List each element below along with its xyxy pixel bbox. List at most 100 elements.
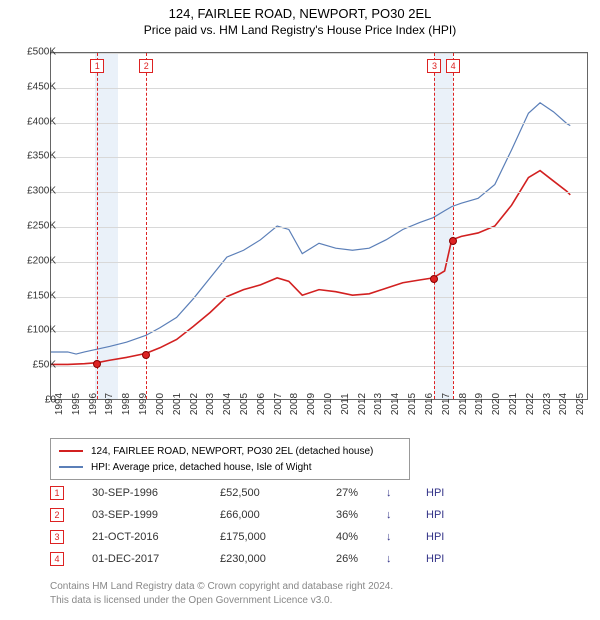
series-hpi — [51, 103, 570, 354]
reference-line — [434, 53, 435, 399]
x-axis-label: 2013 — [373, 393, 384, 415]
reference-line — [146, 53, 147, 399]
x-axis-label: 2005 — [239, 393, 250, 415]
x-axis-label: 2016 — [424, 393, 435, 415]
x-axis-label: 2000 — [155, 393, 166, 415]
sales-hpi-label: HPI — [426, 553, 450, 565]
reference-line — [97, 53, 98, 399]
y-axis-label: £100K — [27, 325, 56, 336]
sales-num: 1 — [50, 486, 64, 500]
down-arrow-icon: ↓ — [386, 553, 398, 565]
x-axis-label: 2018 — [458, 393, 469, 415]
gridline — [51, 366, 587, 367]
series-property — [51, 171, 570, 365]
x-axis-label: 2021 — [508, 393, 519, 415]
sales-num: 3 — [50, 530, 64, 544]
gridline — [51, 123, 587, 124]
x-axis-label: 1996 — [88, 393, 99, 415]
x-axis-label: 2024 — [558, 393, 569, 415]
down-arrow-icon: ↓ — [386, 487, 398, 499]
sales-hpi-label: HPI — [426, 531, 450, 543]
legend-row: HPI: Average price, detached house, Isle… — [59, 459, 401, 475]
x-axis-label: 2003 — [205, 393, 216, 415]
sales-hpi-label: HPI — [426, 487, 450, 499]
chart-plot-area: 1234 — [50, 52, 588, 400]
x-axis-label: 1997 — [104, 393, 115, 415]
x-axis-label: 2023 — [542, 393, 553, 415]
x-axis-label: 2022 — [525, 393, 536, 415]
reference-marker: 2 — [139, 59, 153, 73]
sales-date: 21-OCT-2016 — [92, 531, 192, 543]
x-axis-label: 2010 — [323, 393, 334, 415]
x-axis-label: 2007 — [273, 393, 284, 415]
x-axis-label: 1999 — [138, 393, 149, 415]
sales-pct: 40% — [318, 531, 358, 543]
gridline — [51, 227, 587, 228]
sales-row: 4 01-DEC-2017 £230,000 26% ↓ HPI — [50, 548, 450, 570]
y-axis-label: £200K — [27, 255, 56, 266]
x-axis-label: 2014 — [390, 393, 401, 415]
sales-date: 30-SEP-1996 — [92, 487, 192, 499]
y-axis-label: £500K — [27, 47, 56, 58]
x-axis-label: 2025 — [575, 393, 586, 415]
chart-title-line1: 124, FAIRLEE ROAD, NEWPORT, PO30 2EL — [0, 6, 600, 21]
legend-text: HPI: Average price, detached house, Isle… — [91, 462, 312, 473]
sales-price: £66,000 — [220, 509, 290, 521]
sales-hpi-label: HPI — [426, 509, 450, 521]
reference-marker: 4 — [446, 59, 460, 73]
sales-table: 130-SEP-1996£52,50027%↓HPI203-SEP-1999£6… — [50, 482, 450, 570]
attribution-line2: This data is licensed under the Open Gov… — [50, 594, 393, 608]
down-arrow-icon: ↓ — [386, 531, 398, 543]
sales-price: £230,000 — [220, 553, 290, 565]
x-axis-label: 2017 — [441, 393, 452, 415]
y-axis-label: £450K — [27, 81, 56, 92]
sales-price: £52,500 — [220, 487, 290, 499]
y-axis-label: £50K — [33, 360, 56, 371]
x-axis-label: 2008 — [289, 393, 300, 415]
sales-row: 203-SEP-1999£66,00036%↓HPI — [50, 504, 450, 526]
sales-pct: 27% — [318, 487, 358, 499]
reference-marker: 1 — [90, 59, 104, 73]
y-axis-label: £250K — [27, 221, 56, 232]
x-axis-label: 1994 — [54, 393, 65, 415]
sales-price: £175,000 — [220, 531, 290, 543]
chart-lines-svg — [51, 53, 587, 399]
legend-row: 124, FAIRLEE ROAD, NEWPORT, PO30 2EL (de… — [59, 443, 401, 459]
x-axis-label: 2015 — [407, 393, 418, 415]
gridline — [51, 192, 587, 193]
x-axis-label: 2012 — [357, 393, 368, 415]
y-axis-label: £350K — [27, 151, 56, 162]
sales-pct: 36% — [318, 509, 358, 521]
attribution: Contains HM Land Registry data © Crown c… — [50, 580, 393, 608]
x-axis-label: 1998 — [121, 393, 132, 415]
gridline — [51, 53, 587, 54]
legend-swatch — [59, 450, 83, 452]
y-axis-label: £150K — [27, 290, 56, 301]
gridline — [51, 88, 587, 89]
gridline — [51, 262, 587, 263]
x-axis-label: 2001 — [172, 393, 183, 415]
sales-pct: 26% — [318, 553, 358, 565]
x-axis-label: 1995 — [71, 393, 82, 415]
x-axis-label: 2004 — [222, 393, 233, 415]
sales-num: 2 — [50, 508, 64, 522]
legend: 124, FAIRLEE ROAD, NEWPORT, PO30 2EL (de… — [50, 438, 410, 480]
x-axis-label: 2011 — [340, 393, 351, 415]
sales-row: 1 30-SEP-1996 £52,500 27% ↓ HPI — [50, 482, 450, 504]
y-axis-label: £400K — [27, 116, 56, 127]
sale-dot — [142, 351, 150, 359]
sale-dot — [93, 360, 101, 368]
x-axis-label: 2019 — [474, 393, 485, 415]
x-axis-label: 2020 — [491, 393, 502, 415]
x-axis-label: 2006 — [256, 393, 267, 415]
chart-title-line2: Price paid vs. HM Land Registry's House … — [0, 23, 600, 37]
legend-text: 124, FAIRLEE ROAD, NEWPORT, PO30 2EL (de… — [91, 446, 373, 457]
x-axis-label: 2009 — [306, 393, 317, 415]
attribution-line1: Contains HM Land Registry data © Crown c… — [50, 580, 393, 594]
reference-line — [453, 53, 454, 399]
gridline — [51, 157, 587, 158]
sales-num: 4 — [50, 552, 64, 566]
gridline — [51, 297, 587, 298]
down-arrow-icon: ↓ — [386, 509, 398, 521]
sales-date: 01-DEC-2017 — [92, 553, 192, 565]
